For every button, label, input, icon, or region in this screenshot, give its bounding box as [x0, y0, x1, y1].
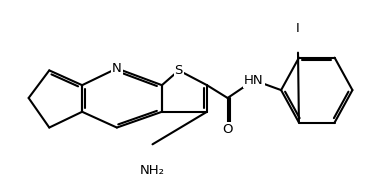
- Text: S: S: [175, 64, 183, 77]
- Text: HN: HN: [244, 74, 264, 87]
- Text: O: O: [222, 123, 233, 136]
- Text: N: N: [112, 62, 122, 75]
- Text: I: I: [296, 23, 300, 36]
- Text: NH₂: NH₂: [140, 165, 165, 178]
